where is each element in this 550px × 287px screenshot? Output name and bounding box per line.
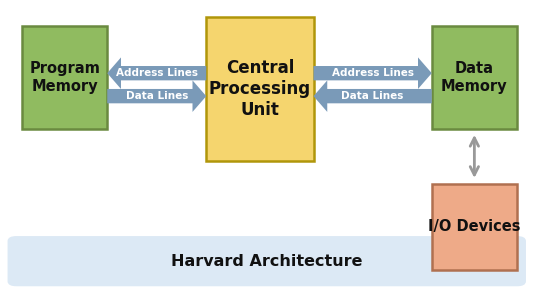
FancyBboxPatch shape xyxy=(432,26,517,129)
Polygon shape xyxy=(107,57,206,89)
Polygon shape xyxy=(107,80,206,112)
Polygon shape xyxy=(314,80,432,112)
Text: Address Lines: Address Lines xyxy=(332,68,414,78)
FancyBboxPatch shape xyxy=(206,17,314,161)
Text: Address Lines: Address Lines xyxy=(116,68,198,78)
Text: Central
Processing
Unit: Central Processing Unit xyxy=(209,59,311,119)
Text: Program
Memory: Program Memory xyxy=(29,61,100,94)
Text: Data
Memory: Data Memory xyxy=(441,61,508,94)
Polygon shape xyxy=(314,57,432,89)
Text: I/O Devices: I/O Devices xyxy=(428,219,521,234)
Text: Harvard Architecture: Harvard Architecture xyxy=(171,254,362,269)
Text: Data Lines: Data Lines xyxy=(125,91,188,101)
Text: Data Lines: Data Lines xyxy=(342,91,404,101)
FancyBboxPatch shape xyxy=(432,184,517,270)
FancyBboxPatch shape xyxy=(8,237,525,286)
FancyBboxPatch shape xyxy=(22,26,107,129)
